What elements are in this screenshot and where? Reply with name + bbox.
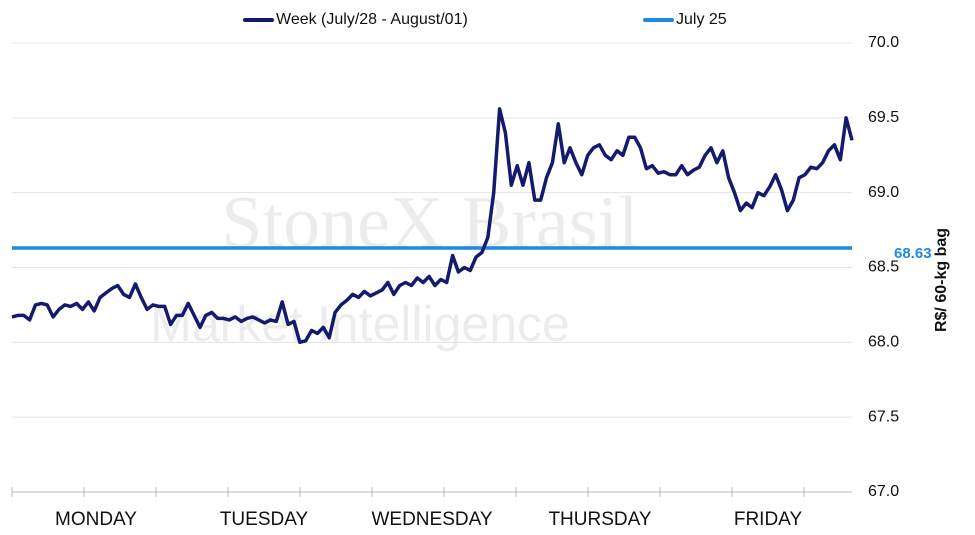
y-tick-label: 67.0 (868, 483, 899, 500)
data-line (11, 107, 854, 345)
reference-label: 68.63 (894, 245, 932, 262)
x-tick-label: TUESDAY (220, 509, 309, 530)
x-tick-label: WEDNESDAY (371, 509, 492, 530)
x-tick-label: FRIDAY (734, 509, 803, 530)
legend-label: July 25 (676, 11, 727, 28)
y-tick-label: 68.5 (868, 259, 899, 276)
watermark: Market Intelligence (150, 296, 570, 352)
y-tick-label: 69.5 (868, 109, 899, 126)
x-tick-label: THURSDAY (548, 509, 651, 530)
y-axis-label: R$/ 60-kg bag (933, 228, 950, 332)
y-tick-label: 68.0 (868, 334, 899, 351)
y-tick-label: 67.5 (868, 408, 899, 425)
x-tick-label: MONDAY (55, 509, 137, 530)
watermark: StoneX Brasil (221, 182, 638, 264)
y-tick-label: 70.0 (868, 34, 899, 51)
legend-label: Week (July/28 - August/01) (276, 11, 468, 28)
y-tick-label: 69.0 (868, 184, 899, 201)
